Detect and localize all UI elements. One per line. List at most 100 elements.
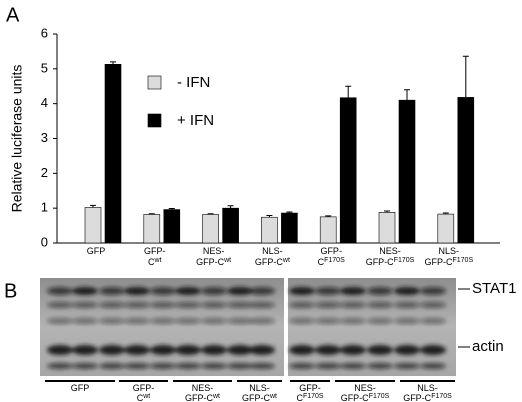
blot-band — [124, 287, 150, 295]
label-line: GFP-C — [196, 257, 224, 267]
label-line: GFP- — [299, 383, 321, 393]
blot-band — [72, 345, 98, 355]
blot-band — [249, 363, 275, 369]
label-line: NES- — [203, 246, 225, 256]
bar — [84, 207, 102, 244]
legend-label: - IFN — [177, 74, 210, 91]
blot-band — [420, 302, 446, 308]
y-tick-label: 6 — [41, 25, 48, 40]
blot-band — [72, 318, 98, 324]
blot-band — [72, 363, 98, 369]
blot-band — [227, 345, 253, 355]
blot-band — [367, 287, 393, 295]
category-label: NES-GFP-Cwt — [196, 246, 231, 267]
blot-band — [289, 363, 315, 369]
marker-label: actin — [472, 338, 504, 355]
error-bar — [168, 208, 175, 210]
blot-band — [175, 302, 201, 308]
blot-band — [150, 287, 176, 295]
blot-band — [394, 345, 420, 355]
blot-band — [47, 318, 73, 324]
label-line: GFP-C — [403, 393, 431, 402]
blot-band — [201, 318, 227, 324]
label-line: NLS- — [262, 246, 283, 256]
blot-band — [227, 363, 253, 369]
label-sup: wt — [269, 393, 277, 400]
blot-band — [150, 345, 176, 355]
blot-band — [367, 318, 393, 324]
blot-band — [124, 345, 150, 355]
blot-band — [150, 302, 176, 308]
blot-band — [201, 302, 227, 308]
y-tick-label: 1 — [41, 200, 48, 215]
label-line: C — [318, 257, 325, 267]
blot-band — [249, 287, 275, 295]
error-bar — [325, 215, 332, 217]
label-line: NLS- — [249, 383, 270, 393]
label-line: GFP- — [320, 246, 342, 256]
error-bar — [227, 205, 234, 209]
label-line: GFP-C — [424, 257, 452, 267]
label-line: NLS- — [417, 383, 438, 393]
bar — [437, 213, 455, 244]
blot-band — [315, 318, 341, 324]
label-line: GFP- — [133, 383, 155, 393]
blot-band — [99, 345, 125, 355]
error-bar — [148, 213, 155, 215]
blot-band — [99, 302, 125, 308]
error-bar — [404, 89, 410, 101]
blot-band — [99, 363, 125, 369]
label-sup: F170S — [452, 257, 473, 264]
label-sup: F170S — [369, 393, 390, 400]
label-line: GFP-C — [185, 393, 213, 402]
category-label: NLS-GFP-Cwt — [242, 383, 277, 402]
blot-band — [340, 287, 366, 295]
blot-band — [394, 318, 420, 324]
label-sup: wt — [142, 393, 150, 400]
label-sup: wt — [223, 257, 231, 264]
category-label: NES-GFP-Cwt — [185, 383, 220, 402]
blot-band — [249, 318, 275, 324]
blot-image — [40, 278, 456, 376]
bar — [222, 207, 239, 244]
blot-band — [150, 363, 176, 369]
blot-band — [420, 287, 446, 295]
legend-swatch — [147, 113, 162, 128]
label-line: NES- — [379, 246, 401, 256]
label-sup: wt — [212, 393, 220, 400]
error-bar — [266, 214, 273, 218]
legend-swatch — [147, 75, 162, 90]
bar — [163, 209, 181, 244]
label-line: GFP-C — [242, 393, 270, 402]
error-bar — [462, 55, 469, 98]
bar — [457, 97, 475, 244]
blot-band — [227, 302, 253, 308]
blot-band — [340, 345, 366, 355]
blot-band — [227, 318, 253, 324]
label-line: C — [296, 393, 303, 402]
category-label: GFP — [87, 246, 106, 256]
category-label: NES-GFP-CF170S — [366, 246, 415, 267]
bar — [261, 216, 278, 244]
blot-band — [289, 318, 315, 324]
category-label: NES-GFP-CF170S — [341, 383, 390, 402]
blot-band — [47, 345, 73, 355]
error-bar — [384, 210, 390, 213]
blot-band — [315, 287, 341, 295]
label-line: GFP-C — [366, 257, 394, 267]
category-label: GFP-CF170S — [296, 383, 323, 402]
blot-band — [175, 287, 201, 295]
blot-band — [315, 345, 341, 355]
blot-bands — [47, 287, 446, 369]
blot-band — [367, 345, 393, 355]
blot-band — [367, 363, 393, 369]
blot-band — [124, 302, 150, 308]
bar — [398, 99, 416, 244]
blot-band — [394, 287, 420, 295]
error-bar — [345, 85, 352, 98]
label-line: NLS- — [439, 246, 460, 256]
bar — [378, 212, 396, 244]
blot-band — [72, 287, 98, 295]
label-sup: wt — [154, 257, 162, 264]
